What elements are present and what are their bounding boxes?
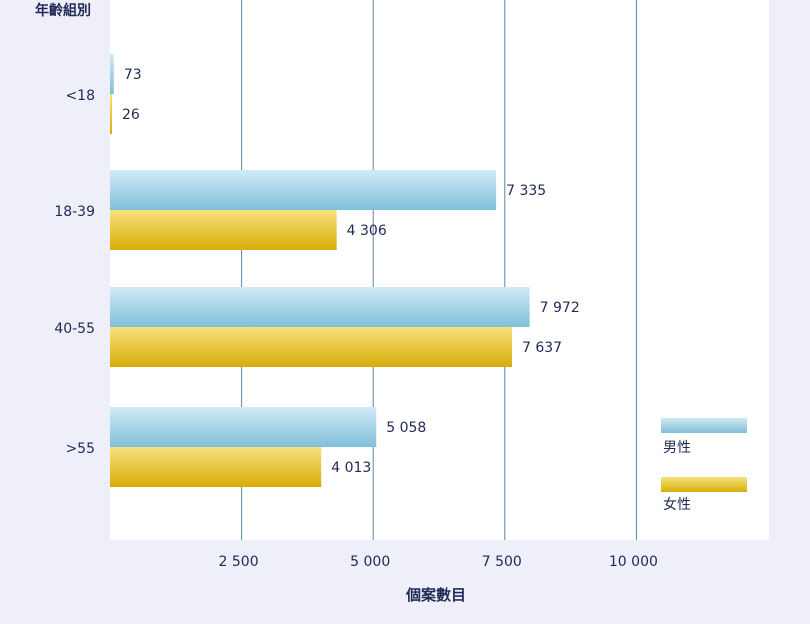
category-label: >55 <box>65 441 95 457</box>
category-label: 40-55 <box>54 321 95 337</box>
data-label-male: 7 335 <box>506 183 546 199</box>
data-label-male: 73 <box>124 67 142 83</box>
y-axis-title: 年齡組別 <box>35 2 91 19</box>
data-label-male: 5 058 <box>386 420 426 436</box>
data-label-male: 7 972 <box>540 300 580 316</box>
legend: 男性 女性 <box>661 418 747 513</box>
data-label-female: 26 <box>122 107 140 123</box>
bar-male <box>110 407 377 447</box>
legend-label-female: 女性 <box>663 496 691 513</box>
data-label-female: 4 306 <box>347 223 387 239</box>
bar-female <box>110 327 513 367</box>
legend-swatch-female <box>661 477 747 492</box>
x-tick-label: 7 500 <box>482 554 522 570</box>
bar-male <box>110 287 530 327</box>
bar-female <box>110 94 112 134</box>
x-tick-label: 2 500 <box>219 554 259 570</box>
legend-swatch-male <box>661 418 747 433</box>
data-label-female: 4 013 <box>331 460 371 476</box>
x-axis-title: 個案數目 <box>405 586 466 604</box>
bar-male <box>110 54 114 94</box>
x-tick-label: 5 000 <box>350 554 390 570</box>
category-label: <18 <box>65 88 95 104</box>
category-label: 18-39 <box>54 204 95 220</box>
bar-female <box>110 447 322 487</box>
data-label-female: 7 637 <box>522 340 562 356</box>
x-tick-label: 10 000 <box>609 554 658 570</box>
legend-label-male: 男性 <box>663 440 691 456</box>
bar-male <box>110 170 497 210</box>
bar-female <box>110 210 337 250</box>
